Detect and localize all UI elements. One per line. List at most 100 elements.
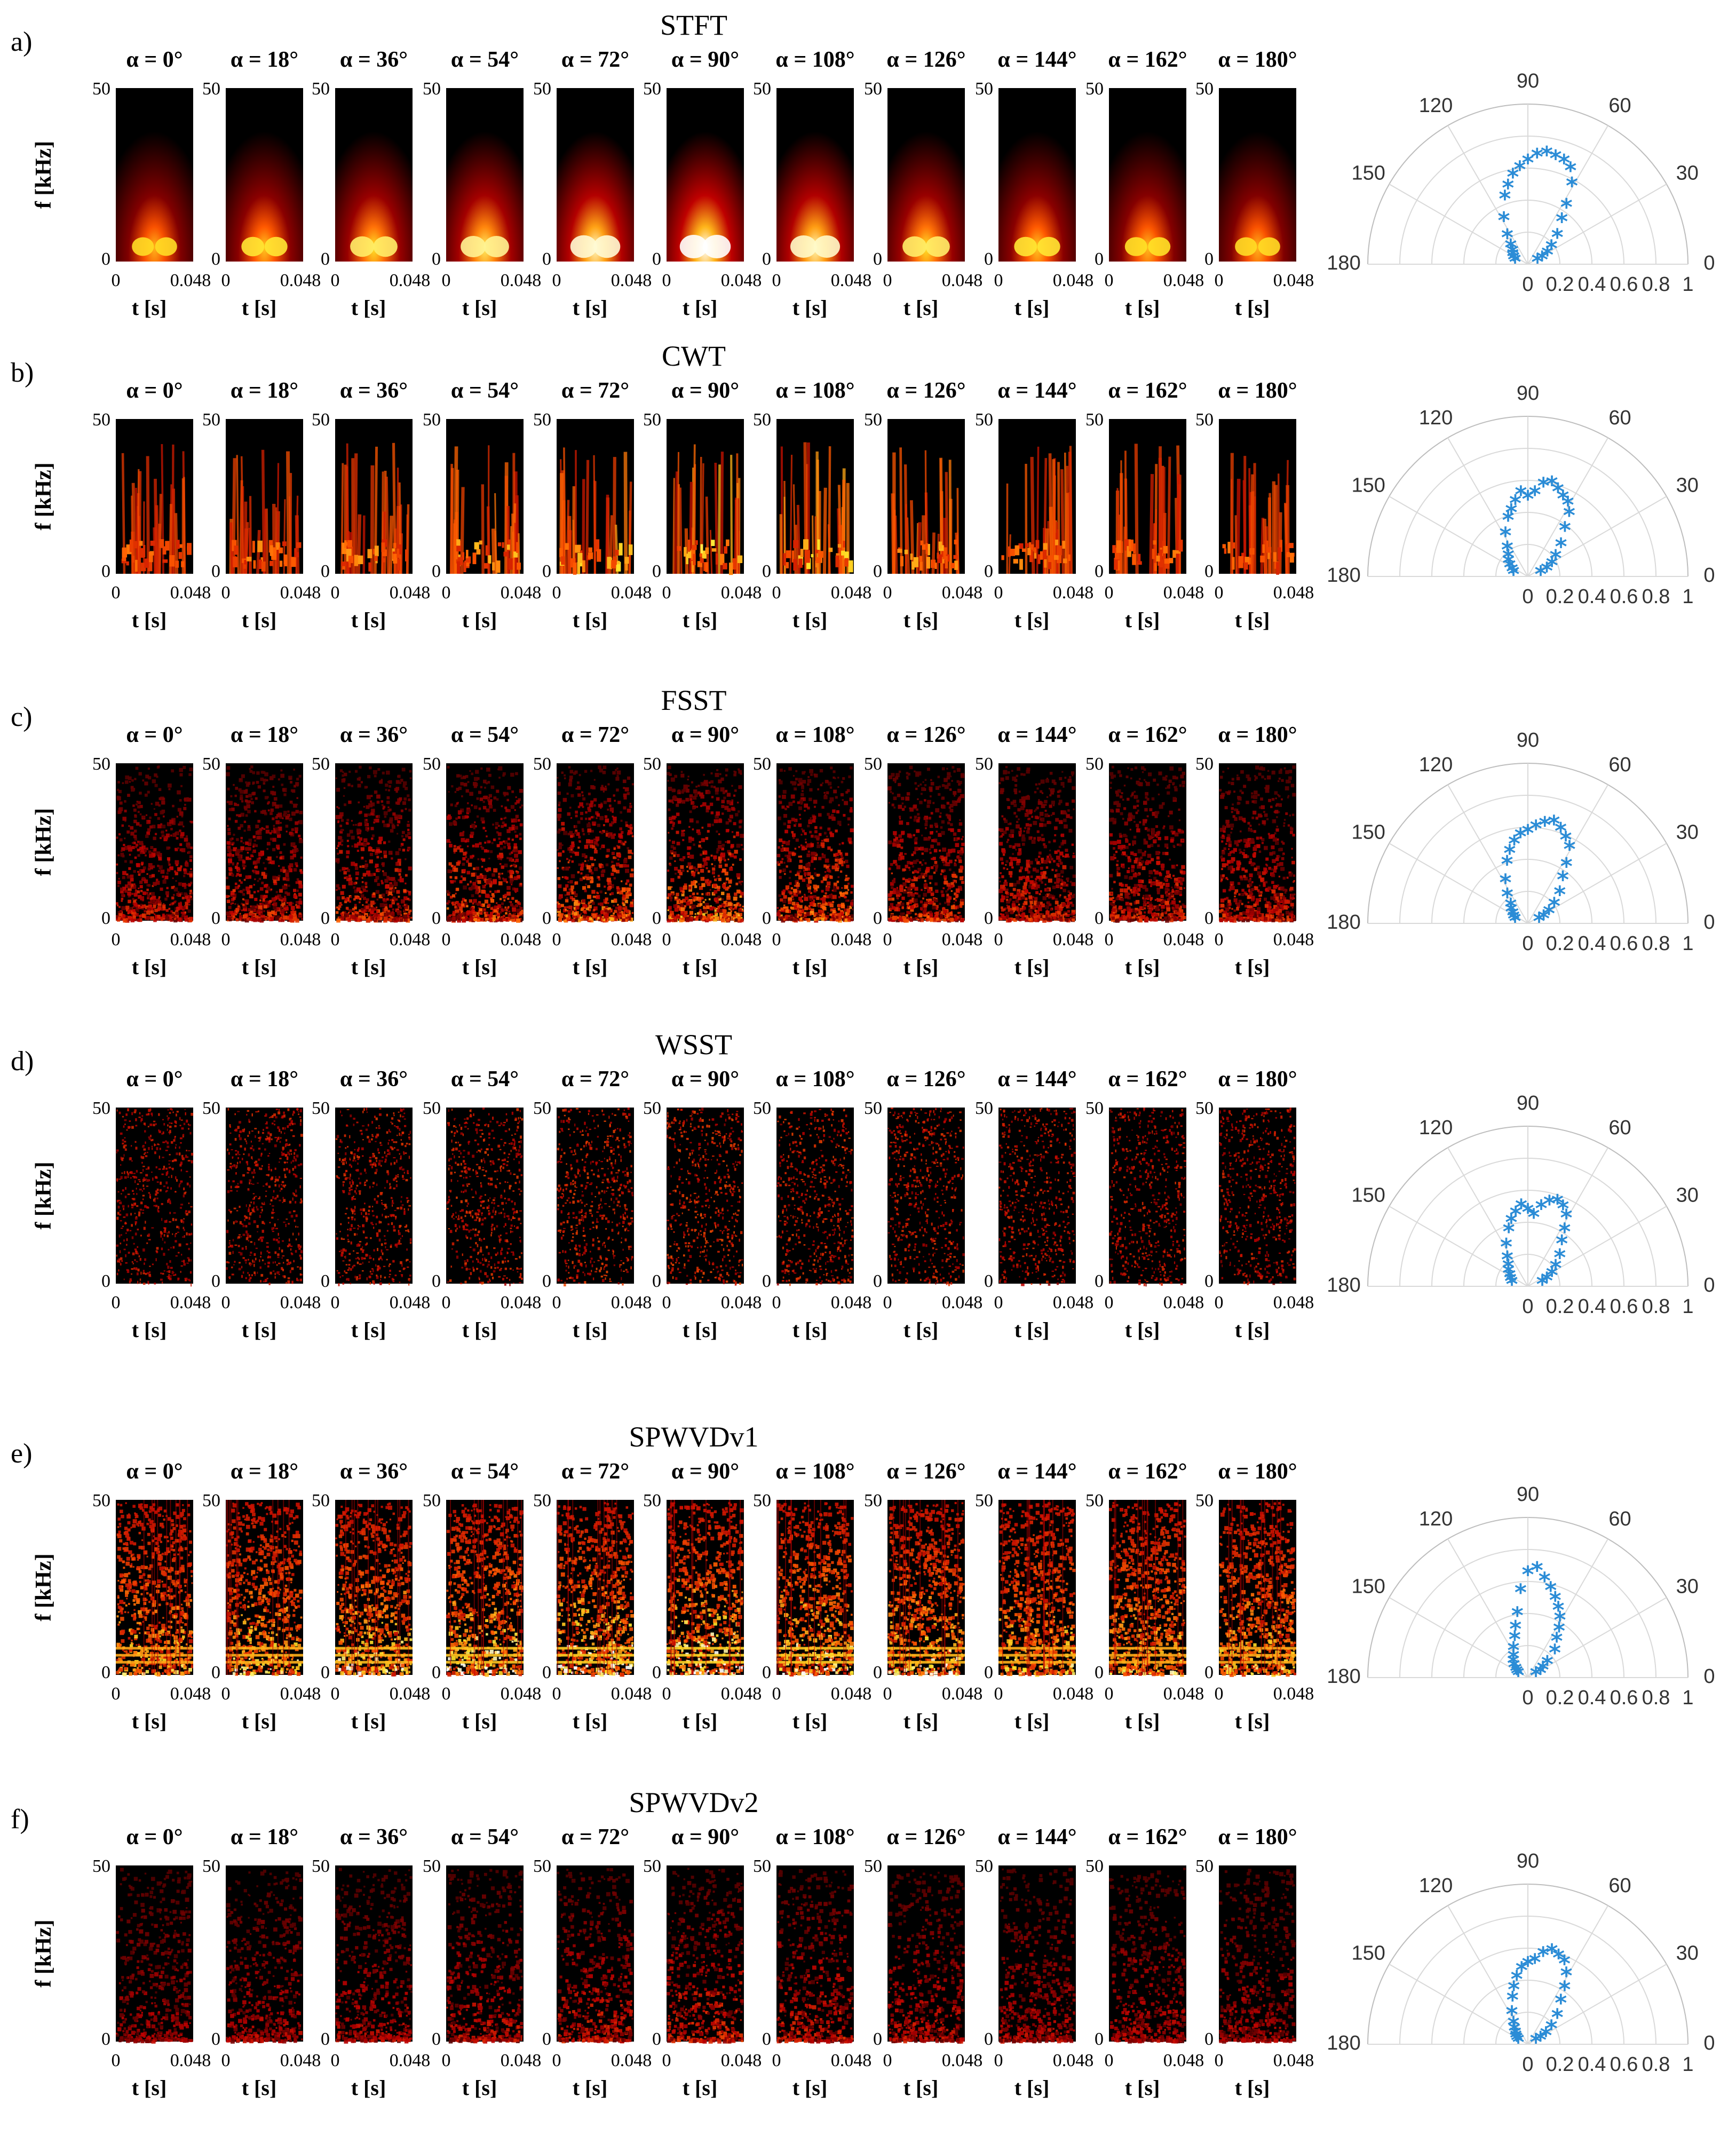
speckle (741, 917, 742, 919)
speckle (466, 550, 468, 558)
speckle (472, 552, 476, 564)
speckle (183, 875, 185, 877)
speckle (800, 782, 802, 785)
speckle (511, 914, 514, 918)
x-tick-label: 0 (221, 271, 231, 290)
speckle (469, 792, 473, 796)
speckle (394, 887, 397, 889)
speckle (354, 555, 358, 566)
speckle (118, 916, 120, 918)
streak (1177, 474, 1178, 574)
speckle (779, 895, 781, 897)
speckle (806, 884, 810, 887)
speckle (727, 893, 730, 896)
speckle (502, 542, 504, 548)
speckle (407, 832, 410, 835)
speckle (733, 822, 736, 825)
speckle (370, 853, 373, 856)
speckle (132, 887, 133, 888)
speckle (514, 876, 518, 880)
speckle (467, 918, 469, 920)
speckle (734, 789, 737, 792)
speckle (280, 774, 284, 778)
y-tick-label: 0 (652, 908, 661, 928)
speckle (723, 910, 726, 913)
speckle (1152, 549, 1155, 559)
x-tick-label: 0.048 (611, 271, 652, 290)
speckle (397, 780, 400, 784)
speckle (1224, 548, 1226, 553)
speckle (234, 803, 237, 806)
speckle (711, 863, 714, 865)
speckle (570, 885, 574, 889)
speckle (697, 912, 700, 915)
speckle (358, 784, 361, 788)
speckle (623, 903, 625, 906)
speckle (605, 818, 609, 823)
streak (625, 452, 626, 574)
speckle (470, 914, 473, 917)
polar-radial-label: 0 (1522, 273, 1533, 296)
speckle (835, 556, 839, 567)
speckle (292, 854, 296, 858)
speckle (448, 894, 450, 896)
speckle (588, 902, 590, 904)
speckle (498, 777, 501, 779)
y-tick-label: 50 (423, 754, 441, 774)
speckle (356, 888, 361, 892)
speckle (683, 891, 685, 893)
speckle (564, 876, 567, 879)
speckle (733, 835, 736, 838)
speckle (383, 808, 385, 810)
speckle (466, 860, 469, 863)
speckle (674, 860, 676, 862)
speckle (629, 883, 632, 887)
speckle (620, 917, 622, 919)
speckle (954, 560, 958, 570)
speckle (142, 779, 144, 781)
speckle (299, 775, 302, 778)
speckle (577, 871, 580, 873)
x-tick-label: 0 (331, 930, 340, 950)
speckle (718, 833, 720, 835)
speckle (142, 905, 145, 908)
speckle (234, 903, 236, 905)
speckle (473, 827, 475, 829)
speckle (371, 795, 373, 797)
speckle (615, 906, 618, 909)
speckle (512, 839, 514, 841)
speckle (467, 845, 469, 847)
speckle (121, 893, 124, 897)
x-tick-label: 0.048 (390, 930, 431, 950)
speckle (514, 843, 517, 847)
angle-label: α = 90° (671, 723, 739, 747)
speckle (804, 897, 808, 901)
speckle (272, 848, 275, 851)
speckle (573, 563, 577, 575)
speckle (235, 866, 238, 869)
speckle (178, 918, 181, 921)
speckle (174, 918, 176, 920)
speckle (484, 787, 486, 789)
speckle (374, 908, 376, 911)
speckle (618, 840, 621, 843)
polar-plot: 03060901201501800 0.2 0.4 0.6 0.8 1**********… (1327, 70, 1715, 296)
speckle (718, 878, 722, 881)
speckle (351, 915, 355, 919)
speckle (273, 906, 276, 910)
energy-blob (484, 236, 509, 257)
panel-label: a) (11, 27, 32, 57)
speckle (374, 819, 376, 821)
angle-label: α = 180° (1218, 378, 1297, 403)
speckle (1133, 543, 1136, 553)
speckle (150, 907, 153, 910)
streak (1151, 474, 1152, 574)
polar-angle-label: 150 (1352, 475, 1385, 497)
speckle (616, 863, 620, 866)
speckle (391, 857, 393, 859)
speckle (741, 844, 743, 846)
speckle (377, 795, 379, 798)
speckle (128, 910, 131, 914)
speckle (364, 822, 367, 824)
speckle (1160, 559, 1163, 567)
